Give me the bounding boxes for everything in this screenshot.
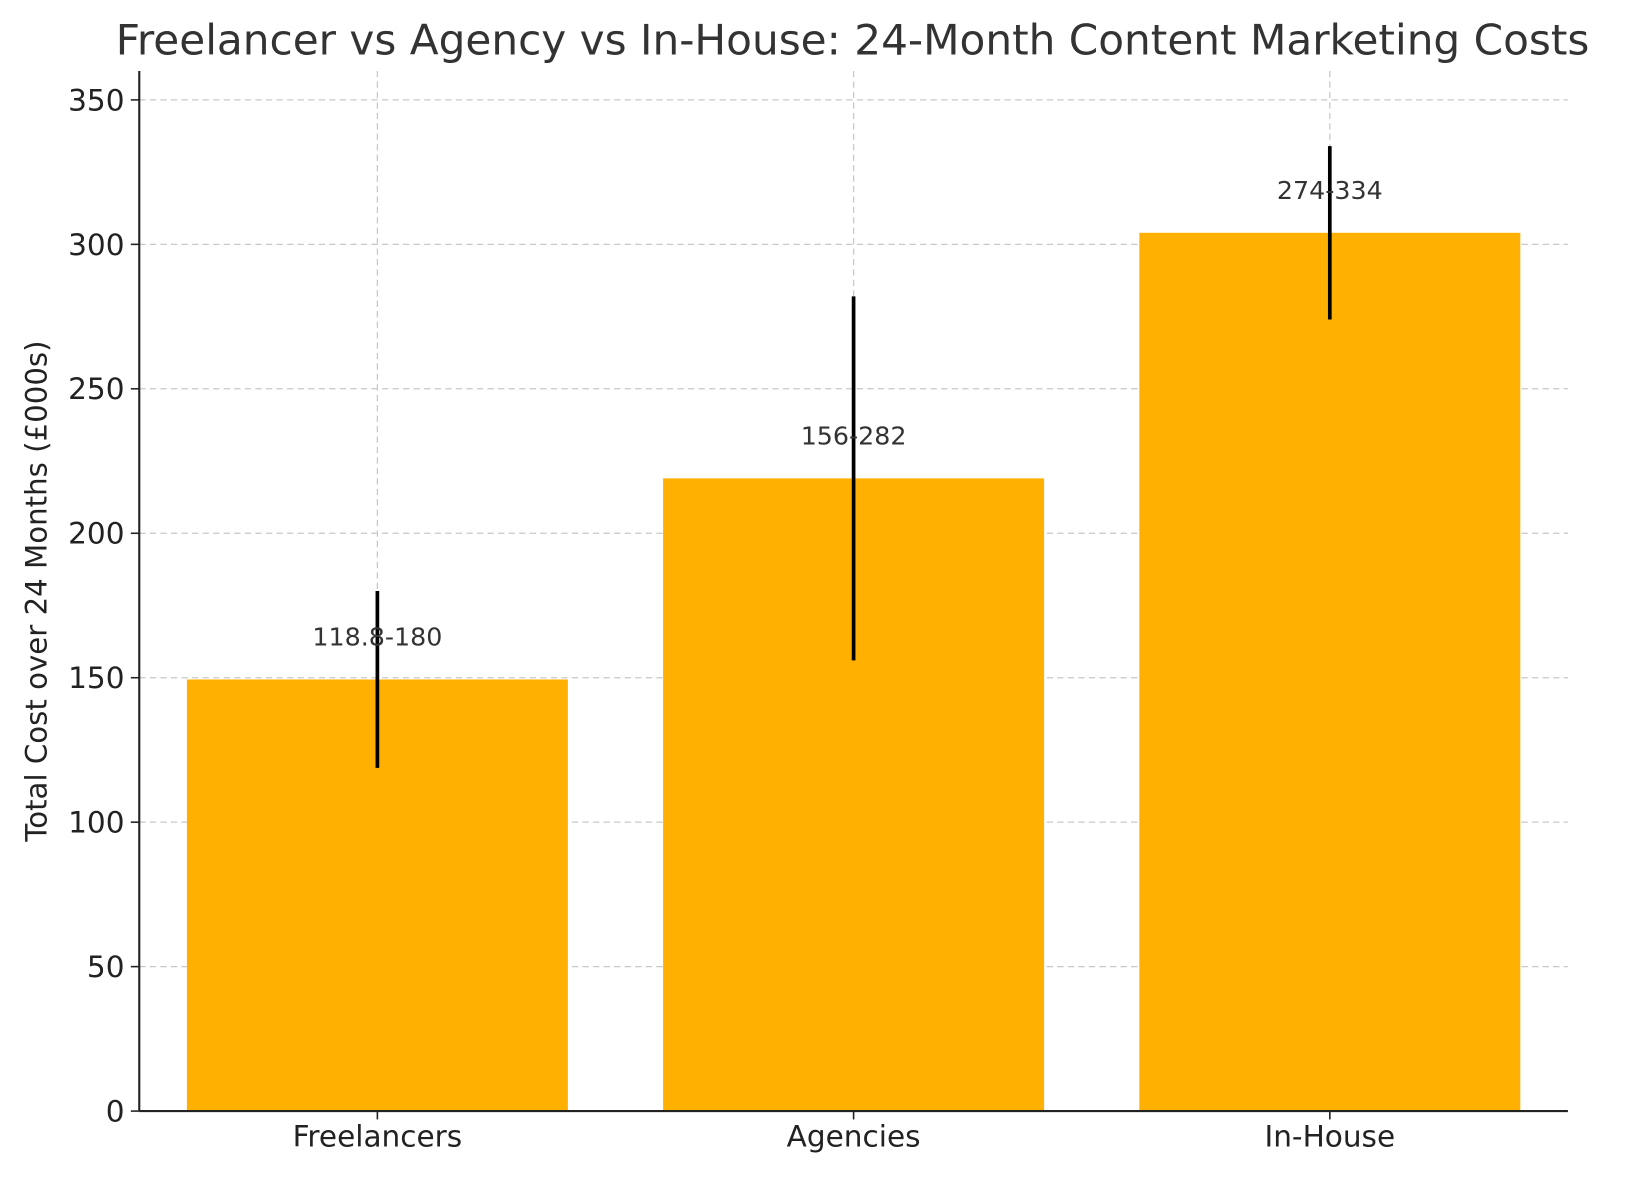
y-tick-label: 0 <box>106 1095 125 1129</box>
y-tick-label: 250 <box>68 372 124 406</box>
y-tick-label: 300 <box>68 228 124 262</box>
data-label: 274-334 <box>1277 176 1383 205</box>
x-tick-label: Agencies <box>787 1120 921 1154</box>
y-tick-label: 150 <box>68 661 124 695</box>
y-tick-label: 350 <box>68 83 124 117</box>
y-tick-label: 100 <box>68 806 124 840</box>
x-tick-label: Freelancers <box>293 1120 463 1154</box>
bar-in-house <box>1139 232 1521 1112</box>
y-tick-label: 50 <box>87 950 125 984</box>
y-tick-label: 200 <box>68 517 124 551</box>
data-label: 156-282 <box>801 422 907 451</box>
y-axis-label: Total Cost over 24 Months (£000s) <box>19 340 53 842</box>
x-tick-label: In-House <box>1265 1120 1396 1154</box>
chart-title: Freelancer vs Agency vs In-House: 24-Mon… <box>116 16 1590 65</box>
data-label: 118.8-180 <box>312 623 442 652</box>
